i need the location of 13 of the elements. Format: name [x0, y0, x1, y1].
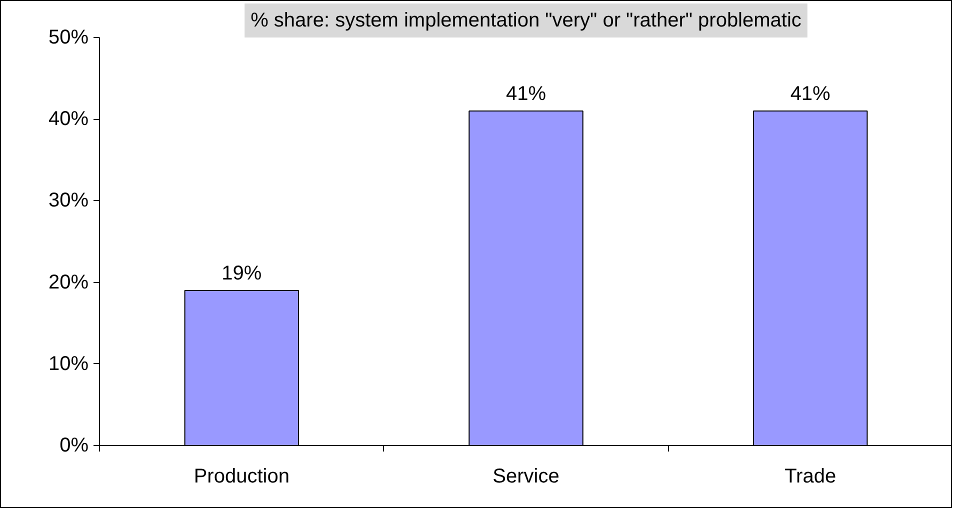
y-tick-label: 20% — [48, 271, 89, 294]
x-tick-label: Service — [492, 466, 560, 488]
x-tick-label: Production — [194, 466, 290, 488]
chart-title: % share: system implementation "very" or "rather" problematic — [250, 10, 802, 32]
y-tick-label: 10% — [48, 352, 89, 375]
x-tick-label: Trade — [784, 466, 836, 488]
y-tick-label: 30% — [48, 190, 89, 212]
data-label: 41% — [790, 82, 831, 105]
y-tick-label: 40% — [48, 108, 89, 130]
y-tick-label: 50% — [48, 26, 89, 48]
data-label: 41% — [506, 82, 546, 105]
y-tick-label: 0% — [60, 434, 89, 456]
data-label: 19% — [222, 262, 262, 284]
